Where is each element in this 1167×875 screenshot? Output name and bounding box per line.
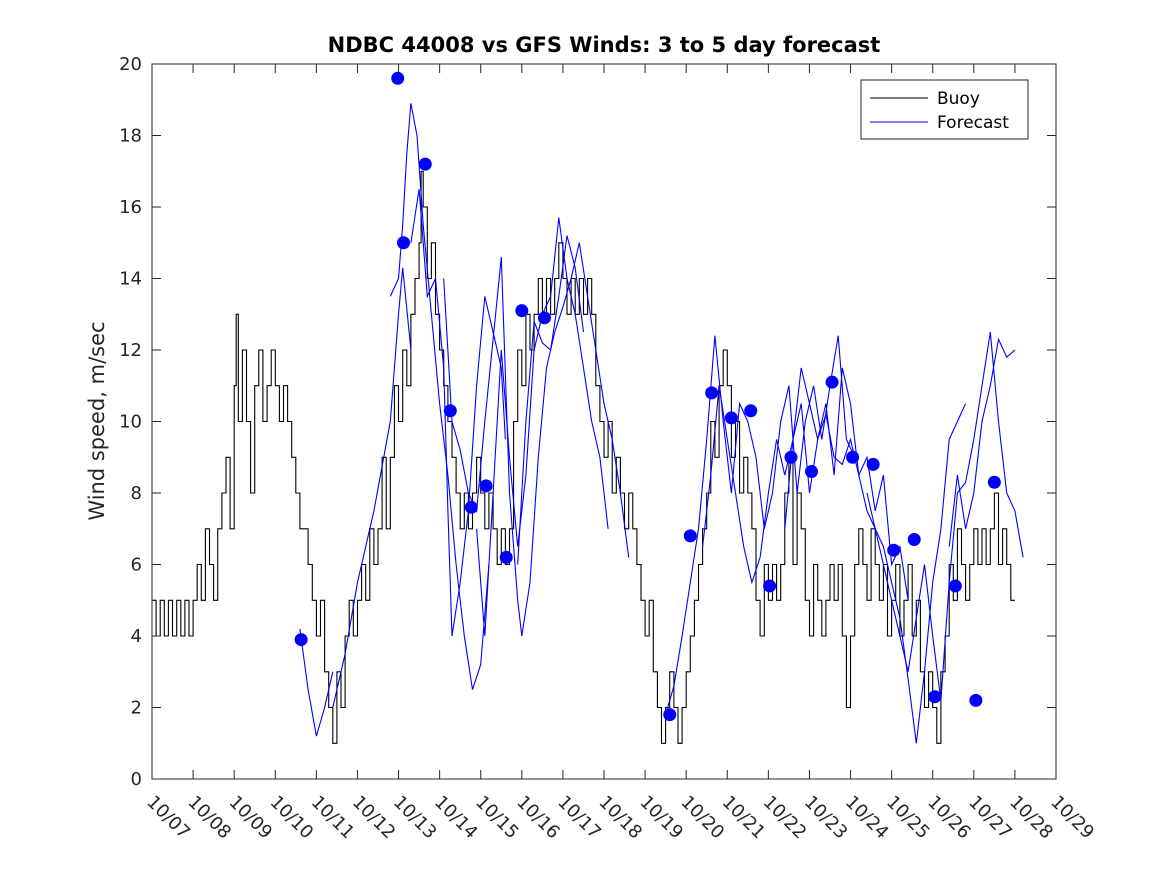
forecast-series-line — [299, 628, 334, 737]
forecast-series-line — [410, 189, 506, 637]
y-tick-label: 20 — [119, 54, 142, 75]
forecast-series-line — [517, 235, 585, 565]
legend-box — [860, 79, 1029, 140]
forecast-marker — [744, 404, 758, 418]
forecast-marker — [948, 579, 962, 593]
chart-title: NDBC 44008 vs GFS Winds: 3 to 5 day fore… — [328, 33, 881, 57]
forecast-marker — [464, 500, 478, 514]
forecast-marker — [479, 479, 493, 493]
forecast-marker — [866, 457, 880, 471]
forecast-marker — [391, 71, 405, 85]
forecast-marker — [537, 311, 551, 325]
y-tick-label: 4 — [131, 626, 142, 647]
forecast-markers-group — [294, 71, 1001, 722]
y-axis: 0 2 4 6 8 10 12 14 16 18 20 — [119, 54, 1056, 790]
forecast-series-line — [866, 332, 1024, 701]
forecast-marker — [805, 465, 819, 479]
legend: Buoy Forecast — [860, 79, 1029, 140]
forecast-marker — [784, 450, 798, 464]
forecast-marker — [763, 579, 777, 593]
forecast-marker — [663, 708, 677, 722]
forecast-series-line — [332, 267, 412, 708]
y-axis-label: Wind speed, m/sec — [85, 321, 109, 520]
legend-forecast-label: Forecast — [937, 113, 1009, 133]
forecast-marker — [418, 157, 432, 171]
forecast-marker — [443, 404, 457, 418]
y-tick-label: 0 — [131, 769, 142, 790]
forecast-marker — [887, 543, 901, 557]
forecast-marker — [846, 450, 860, 464]
forecast-marker — [705, 386, 719, 400]
forecast-marker — [683, 529, 697, 543]
y-tick-label: 16 — [119, 197, 142, 218]
forecast-series-line — [389, 103, 490, 690]
forecast-marker — [969, 693, 983, 707]
forecast-series-line — [665, 335, 856, 715]
forecast-marker — [396, 236, 410, 250]
forecast-marker — [515, 304, 529, 318]
forecast-marker — [499, 550, 513, 564]
y-tick-label: 18 — [119, 126, 142, 147]
forecast-marker — [294, 633, 308, 647]
y-tick-label: 8 — [131, 483, 142, 504]
y-tick-label: 6 — [131, 555, 142, 576]
forecast-marker — [724, 411, 738, 425]
y-tick-label: 14 — [119, 269, 142, 290]
forecast-series-line — [948, 337, 1016, 547]
forecast-marker — [987, 475, 1001, 489]
legend-buoy-label: Buoy — [937, 89, 980, 109]
forecast-marker — [907, 532, 921, 546]
forecast-marker — [928, 690, 942, 704]
y-tick-label: 12 — [119, 340, 142, 361]
buoy-series-line — [152, 170, 1015, 744]
forecast-marker — [825, 375, 839, 389]
y-tick-label: 2 — [131, 698, 142, 719]
buoy-series-group — [152, 170, 1015, 744]
y-tick-label: 10 — [119, 412, 142, 433]
forecast-series-line — [702, 367, 909, 601]
